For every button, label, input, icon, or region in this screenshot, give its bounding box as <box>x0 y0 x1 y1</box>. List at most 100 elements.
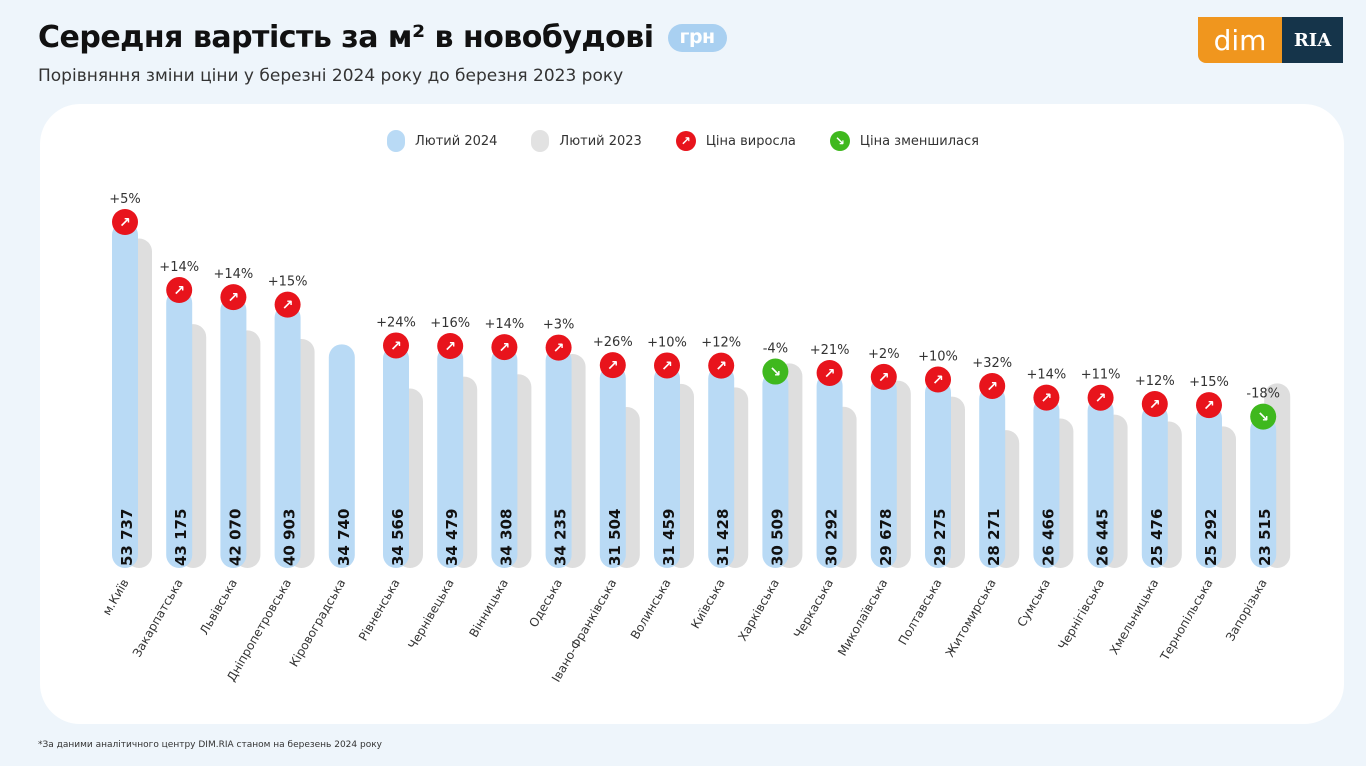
change-badge <box>654 352 680 379</box>
bar-2024 <box>654 365 680 568</box>
change-label: +5% <box>109 192 141 207</box>
change-badge <box>708 352 735 379</box>
value-label: 43 175 <box>172 509 190 566</box>
value-label: 34 566 <box>389 509 407 566</box>
blue-pill-icon <box>387 130 406 152</box>
change-badge <box>1250 403 1277 430</box>
bar-2024 <box>925 379 951 568</box>
change-badge <box>274 291 301 318</box>
change-label: +15% <box>268 275 308 290</box>
bar-2024 <box>816 372 843 568</box>
category-label: Полтавська <box>896 577 945 648</box>
change-label: +2% <box>868 347 900 362</box>
bar-2024 <box>437 345 464 568</box>
category-label: Одеська <box>526 577 565 630</box>
change-label: +12% <box>1135 374 1175 389</box>
value-label: 30 509 <box>768 509 786 566</box>
category-label: Рівненська <box>356 577 403 644</box>
value-label: 26 445 <box>1094 509 1112 566</box>
page-subtitle: Порівняння зміни ціни у березні 2024 рок… <box>38 66 624 86</box>
arrow-up-right-icon: ↗ <box>607 358 619 374</box>
category-label: Закарпатська <box>130 577 186 660</box>
change-label: +32% <box>972 356 1012 371</box>
arrow-up-right-icon: ↗ <box>228 290 240 306</box>
legend-item-2023: Лютий 2023 <box>531 130 642 152</box>
change-badge <box>599 352 626 379</box>
change-label: +24% <box>376 315 416 330</box>
category-label: Сумська <box>1014 577 1053 630</box>
arrow-up-right-icon: ↗ <box>553 341 565 357</box>
arrow-up-right-icon: ↗ <box>932 373 944 389</box>
bar-2024 <box>328 344 355 568</box>
bar-2024 <box>870 376 897 568</box>
bar-2024 <box>708 365 735 568</box>
value-label: 40 903 <box>281 509 299 566</box>
value-label: 53 737 <box>118 509 136 566</box>
arrow-up-right-icon: ↗ <box>661 358 673 374</box>
change-label: +14% <box>159 260 199 275</box>
legend-label: Ціна виросла <box>705 133 796 149</box>
arrow-up-right-icon: ↗ <box>1149 397 1161 413</box>
category-label: м.Київ <box>100 577 132 618</box>
unit-badge: грн <box>667 24 727 52</box>
arrow-up-right-icon: ↗ <box>499 340 511 356</box>
change-badge <box>545 334 572 361</box>
category-label: Київська <box>688 577 728 632</box>
change-badge <box>979 372 1006 399</box>
arrow-up-right-icon: ↗ <box>444 339 456 355</box>
value-label: 34 479 <box>443 509 461 566</box>
arrow-down-right-icon: ↘ <box>829 131 850 151</box>
bar-2024 <box>762 371 789 568</box>
change-badge <box>166 277 193 304</box>
change-label: -18% <box>1246 387 1280 402</box>
arrow-up-right-icon: ↗ <box>119 215 131 231</box>
legend-item-up: ↗ Ціна виросла <box>675 130 796 152</box>
value-label: 34 740 <box>335 509 353 566</box>
arrow-up-right-icon: ↗ <box>1041 391 1053 407</box>
change-badge <box>437 332 464 359</box>
bar-2024 <box>166 290 193 568</box>
bar-2024 <box>1141 403 1168 568</box>
category-label: Харківська <box>735 577 782 644</box>
bar-2024 <box>220 297 247 568</box>
category-label: Кіровоградська <box>287 577 349 670</box>
gray-pill-icon <box>531 130 550 152</box>
bar-2024 <box>1250 416 1277 568</box>
change-badge <box>1087 384 1114 411</box>
arrow-up-right-icon: ↗ <box>1095 391 1107 407</box>
arrow-up-right-icon: ↗ <box>824 366 836 382</box>
logo-ria: RIA <box>1282 17 1343 63</box>
change-badge <box>816 359 843 386</box>
category-label: Хмельницька <box>1107 577 1162 658</box>
arrow-up-right-icon: ↗ <box>1203 398 1215 414</box>
arrow-up-right-icon: ↗ <box>282 298 294 314</box>
change-label: +14% <box>214 267 254 282</box>
arrow-down-right-icon: ↘ <box>1257 410 1269 426</box>
change-badge <box>925 366 951 393</box>
value-label: 30 292 <box>823 509 841 566</box>
category-label: Чернігівська <box>1055 577 1107 653</box>
value-label: 31 504 <box>606 509 624 566</box>
page-title: Середня вартість за м² в новобудові грн <box>38 20 727 55</box>
value-label: 25 292 <box>1202 509 1220 566</box>
change-badge <box>1196 392 1222 419</box>
category-label: Миколаївська <box>835 577 890 659</box>
value-label: 42 070 <box>226 509 244 566</box>
category-label: Львівська <box>197 577 240 638</box>
bar-2024 <box>383 345 409 568</box>
bar-2024 <box>112 222 138 568</box>
change-badge <box>870 363 897 390</box>
change-label: +11% <box>1081 368 1121 383</box>
category-label: Тернопільська <box>1157 577 1215 664</box>
title-text: Середня вартість за м² в новобудові <box>38 20 654 55</box>
legend-label: Лютий 2024 <box>415 133 498 149</box>
change-label: +10% <box>647 335 687 350</box>
change-label: +12% <box>701 336 741 351</box>
change-badge <box>112 209 138 235</box>
bar-2024 <box>545 347 572 568</box>
change-badge <box>1033 384 1060 411</box>
value-label: 34 235 <box>552 509 570 566</box>
category-label: Чернівецька <box>405 577 456 652</box>
change-badge <box>220 284 247 311</box>
